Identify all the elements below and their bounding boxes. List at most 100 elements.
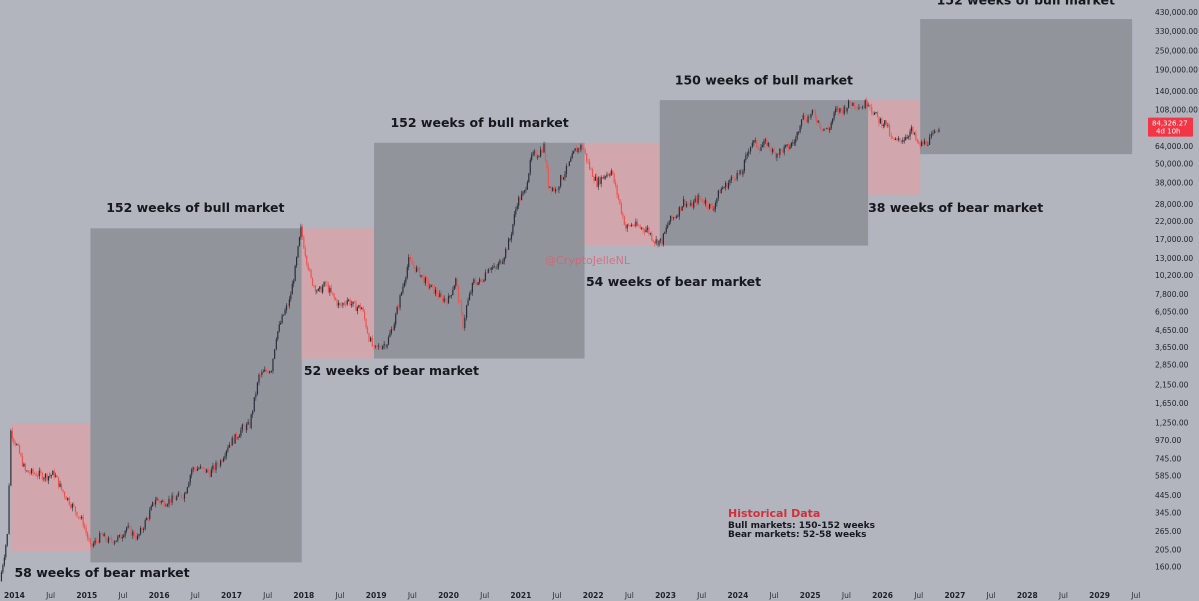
candle-body <box>871 106 873 113</box>
x-tick-label: 2019 <box>366 591 387 600</box>
candle-body <box>830 122 832 129</box>
candle-body <box>547 168 549 188</box>
candle-body <box>735 179 737 180</box>
candle-body <box>23 463 25 467</box>
x-tick-label: Jul <box>45 591 55 600</box>
candle-body <box>2 565 4 573</box>
candle-body <box>440 293 442 297</box>
candle-body <box>687 203 689 205</box>
candle-body <box>246 424 248 431</box>
candle-body <box>623 216 625 226</box>
candle-body <box>322 286 324 293</box>
candle-body <box>872 112 874 115</box>
candle-body <box>49 475 51 477</box>
candle-body <box>684 199 686 207</box>
candle-body <box>635 221 637 226</box>
candle-body <box>610 170 612 176</box>
candle-body <box>171 495 173 503</box>
candle-body <box>577 148 579 152</box>
market-phase-boxes <box>10 19 1133 563</box>
y-tick-label: 250,000.00 <box>1155 46 1198 55</box>
candle-body <box>100 533 102 534</box>
candle-body <box>300 226 302 238</box>
candle-body <box>753 140 755 143</box>
candle-body <box>26 470 28 472</box>
candle-body <box>921 141 923 147</box>
candle-body <box>458 286 460 302</box>
candle-body <box>571 153 573 159</box>
candle-body <box>908 136 910 138</box>
candle-body <box>546 160 548 169</box>
candle-body <box>395 314 397 325</box>
candle-body <box>52 471 54 476</box>
candle-body <box>899 138 901 141</box>
candle-body <box>456 278 458 287</box>
candle-body <box>787 144 790 149</box>
candle-body <box>785 145 787 147</box>
candle-body <box>314 285 317 292</box>
candle-body <box>629 225 631 227</box>
candle-body <box>38 470 40 477</box>
candle-body <box>740 170 743 175</box>
candle-body <box>107 537 110 543</box>
candle-body <box>505 249 507 258</box>
candle-body <box>587 161 589 162</box>
x-tick-label: Jul <box>624 591 634 600</box>
candle-body <box>278 324 280 332</box>
candle-body <box>774 153 777 158</box>
candle-body <box>294 265 296 282</box>
candle-body <box>746 153 748 156</box>
candle-body <box>261 372 263 375</box>
candle-body <box>121 537 123 539</box>
bear-market-box <box>10 423 91 551</box>
candle-body <box>14 441 16 445</box>
candle-body <box>193 467 196 470</box>
candle-body <box>317 288 319 291</box>
candle-body <box>74 506 77 512</box>
candle-body <box>709 203 711 209</box>
candle-body <box>182 497 184 499</box>
candle-body <box>510 234 513 240</box>
candle-body <box>922 141 924 145</box>
candle-body <box>649 233 651 235</box>
candle-body <box>118 534 120 537</box>
candle-body <box>837 108 840 113</box>
candle-body <box>518 197 520 206</box>
y-tick-label: 970.00 <box>1155 436 1181 445</box>
candle-body <box>543 143 545 153</box>
candle-body <box>91 543 93 547</box>
candle-body <box>92 543 95 547</box>
x-tick-label: Jul <box>769 591 779 600</box>
candle-body <box>616 185 618 195</box>
candle-body <box>462 313 464 329</box>
candle-body <box>808 116 811 118</box>
candle-body <box>532 152 534 155</box>
candle-body <box>55 475 57 477</box>
x-tick-label: 2028 <box>1017 591 1038 600</box>
historical-data-title: Historical Data <box>728 507 820 520</box>
candle-body <box>79 517 81 519</box>
candle-body <box>468 294 471 301</box>
candle-body <box>389 333 391 338</box>
candle-body <box>150 506 152 511</box>
candle-body <box>554 189 557 192</box>
candle-body <box>459 301 461 304</box>
candle-body <box>152 502 154 507</box>
candle-body <box>44 473 47 479</box>
candle-body <box>102 533 104 537</box>
candle-body <box>674 217 676 219</box>
candle-body <box>77 516 80 518</box>
candle-body <box>806 120 808 123</box>
candle-body <box>411 260 413 265</box>
candle-body <box>163 500 165 507</box>
candle-body <box>34 473 36 475</box>
candle-body <box>748 151 750 154</box>
candle-body <box>359 305 361 310</box>
candle-body <box>480 279 482 282</box>
candle-body <box>906 137 908 139</box>
candle-body <box>516 205 518 210</box>
candle-body <box>890 135 892 138</box>
candle-body <box>235 433 238 439</box>
candle-body <box>761 145 764 148</box>
candle-body <box>584 150 586 154</box>
